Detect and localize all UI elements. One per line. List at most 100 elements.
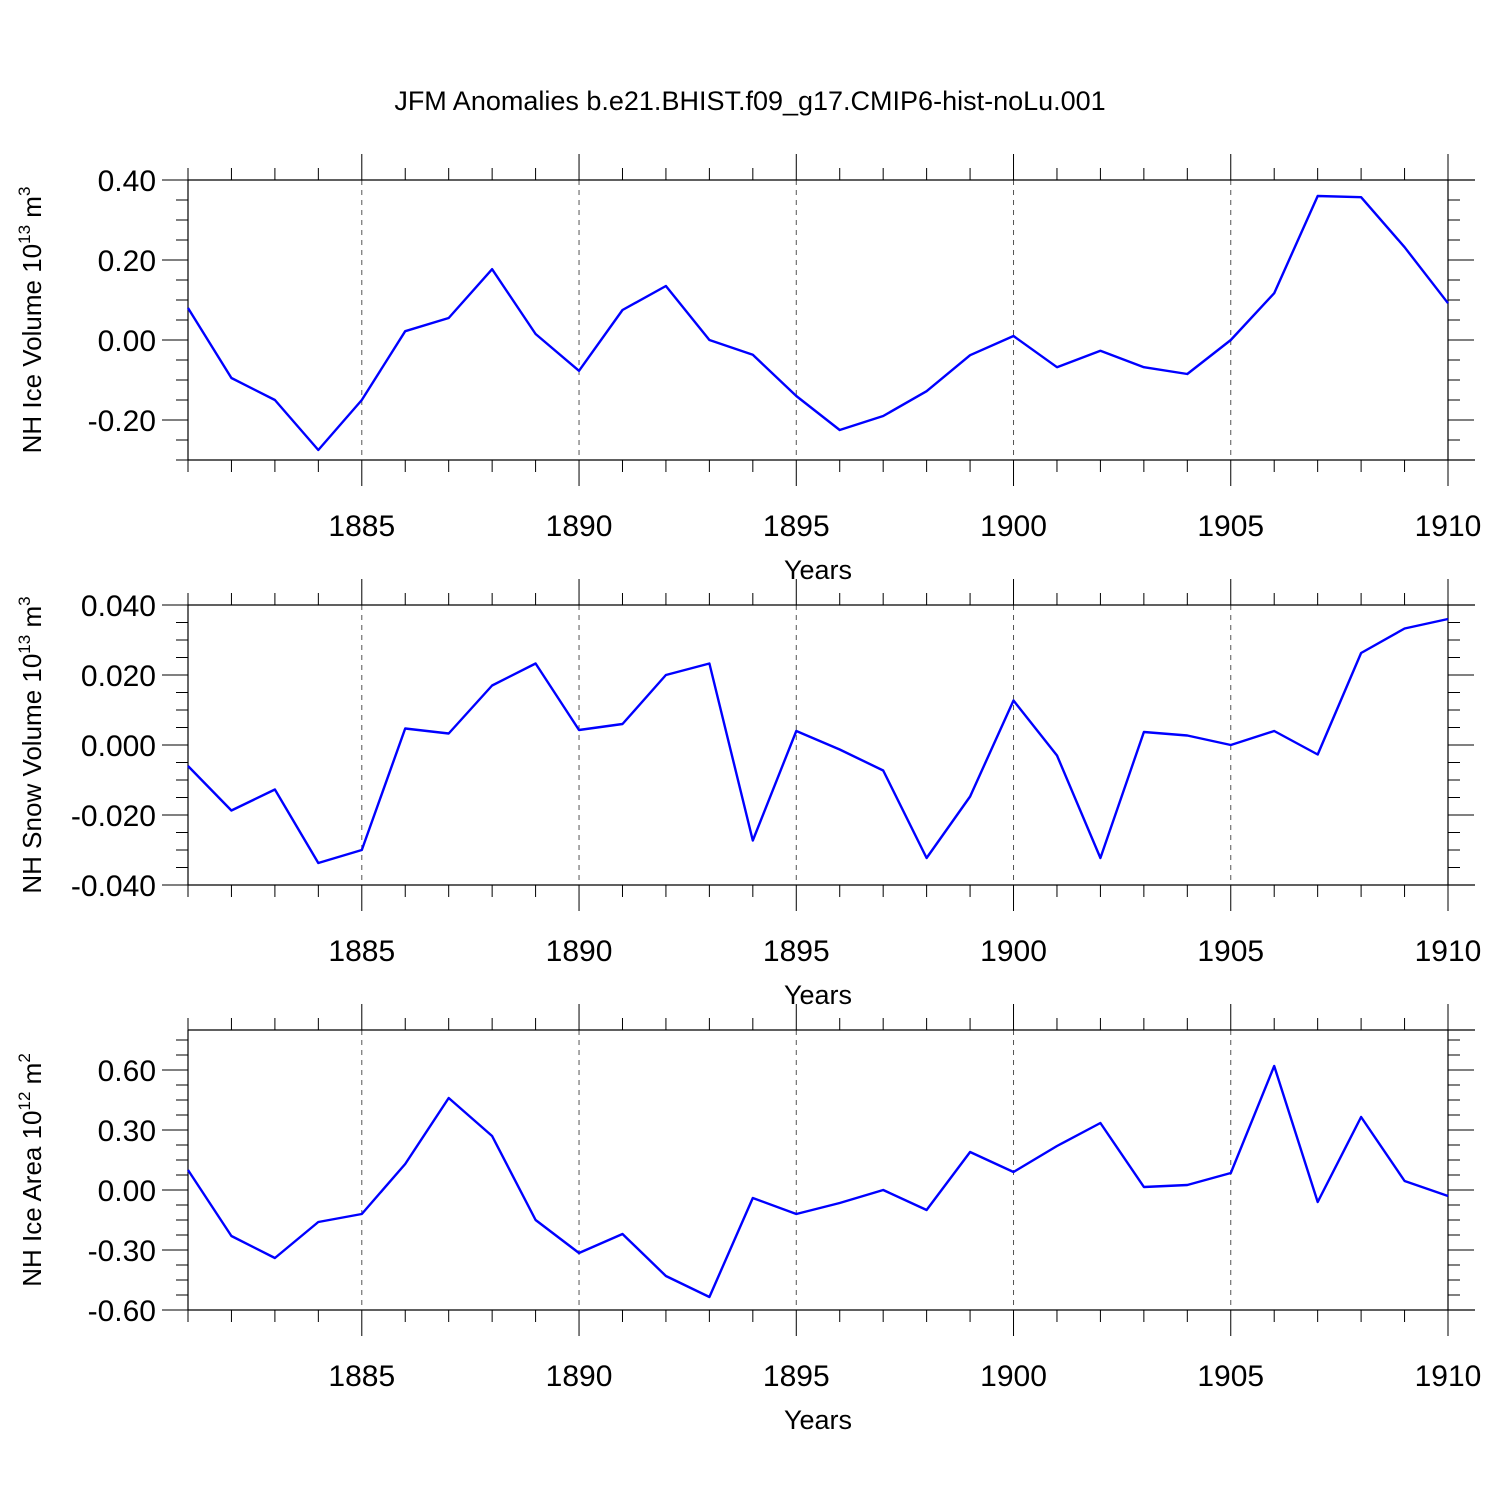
x-tick-label: 1895 [763,935,830,968]
y-tick-label: 0.40 [98,165,156,198]
data-point [534,1218,538,1222]
data-point [1185,1183,1189,1187]
chart-title: JFM Anomalies b.e21.BHIST.f09_g17.CMIP6-… [394,86,1106,116]
data-point [751,353,755,357]
data-point [794,729,798,733]
data-point [1403,1179,1407,1183]
data-point [881,769,885,773]
data-point [490,684,494,688]
panel-1: -0.20 0.00 0.20 0.40 1885 1890 1895 1900 1905 191… [15,154,1481,585]
data-point [664,284,668,288]
data-point [1446,1194,1450,1198]
data-point [1012,699,1016,703]
data-point [1446,617,1450,621]
data-point [1098,856,1102,860]
data-point [490,1134,494,1138]
data-point [1142,730,1146,734]
x-tick-label: 1890 [546,935,613,968]
x-axis-label: Years [784,980,852,1010]
data-point [1055,365,1059,369]
data-point [316,861,320,865]
data-point [360,1212,364,1216]
data-point [1403,245,1407,249]
data-point [968,353,972,357]
data-point [838,428,842,432]
data-point [1098,349,1102,353]
data-point [229,1234,233,1238]
data-point [1316,752,1320,756]
data-point [273,787,277,791]
data-point [620,308,624,312]
panel-2: -0.040 -0.020 0.000 0.020 0.040 1885 1890 1895 1… [15,579,1481,1010]
y-tick-label: -0.30 [88,1235,156,1268]
x-tick-label: 1910 [1415,510,1482,543]
x-tick-label: 1890 [546,510,613,543]
x-tick-label: 1890 [546,1360,613,1393]
data-point [620,1232,624,1236]
data-point [316,448,320,452]
data-point [403,329,407,333]
series-line [187,617,1449,865]
data-point [447,316,451,320]
x-axis-label: Years [784,1405,852,1435]
y-tick-label: 0.020 [81,660,156,693]
data-point [925,1208,929,1212]
data-point [1098,1121,1102,1125]
data-point [1012,334,1016,338]
x-tick-label: 1900 [980,935,1047,968]
data-point [1272,1064,1276,1068]
data-point [1185,372,1189,376]
data-point [186,306,190,310]
x-tick-label: 1900 [980,510,1047,543]
data-point [1316,194,1320,198]
y-tick-label: -0.20 [88,405,156,438]
x-tick-label: 1885 [328,935,395,968]
data-point [838,748,842,752]
y-axis-label: NH Ice Area 1012 m2 [15,1053,47,1287]
data-point [1012,1170,1016,1174]
data-point [360,398,364,402]
x-tick-label: 1905 [1197,1360,1264,1393]
data-point [707,661,711,665]
y-tick-label: 0.00 [98,325,156,358]
data-point [577,369,581,373]
data-point [403,727,407,731]
data-point [751,1196,755,1200]
y-tick-label: 0.60 [98,1055,156,1088]
x-tick-label: 1885 [328,510,395,543]
data-point [881,1188,885,1192]
data-point [447,1096,451,1100]
y-tick-label: 0.30 [98,1115,156,1148]
data-point [447,731,451,735]
data-point [925,856,929,860]
data-point [1229,1171,1233,1175]
y-axis-label: NH Ice Volume 1013 m3 [15,187,47,454]
data-point [229,376,233,380]
data-point [751,839,755,843]
data-point [707,1295,711,1299]
x-tick-label: 1885 [328,1360,395,1393]
y-tick-label: -0.020 [71,800,156,833]
data-point [316,1220,320,1224]
x-tick-label: 1900 [980,1360,1047,1393]
data-point [534,332,538,336]
series-line [186,194,1449,452]
y-tick-label: -0.040 [71,870,156,903]
data-point [229,808,233,812]
x-tick-label: 1910 [1415,935,1482,968]
data-point [360,848,364,852]
data-point [620,722,624,726]
data-point [1403,626,1407,630]
data-point [1446,301,1450,305]
data-point [1272,729,1276,733]
y-axis-label: NH Snow Volume 1013 m3 [15,596,47,893]
data-point [1316,1200,1320,1204]
x-tick-label: 1910 [1415,1360,1482,1393]
data-point [186,764,190,768]
data-point [186,1168,190,1172]
x-axis-label: Years [784,555,852,585]
data-point [273,398,277,402]
data-point [490,267,494,271]
data-point [925,389,929,393]
